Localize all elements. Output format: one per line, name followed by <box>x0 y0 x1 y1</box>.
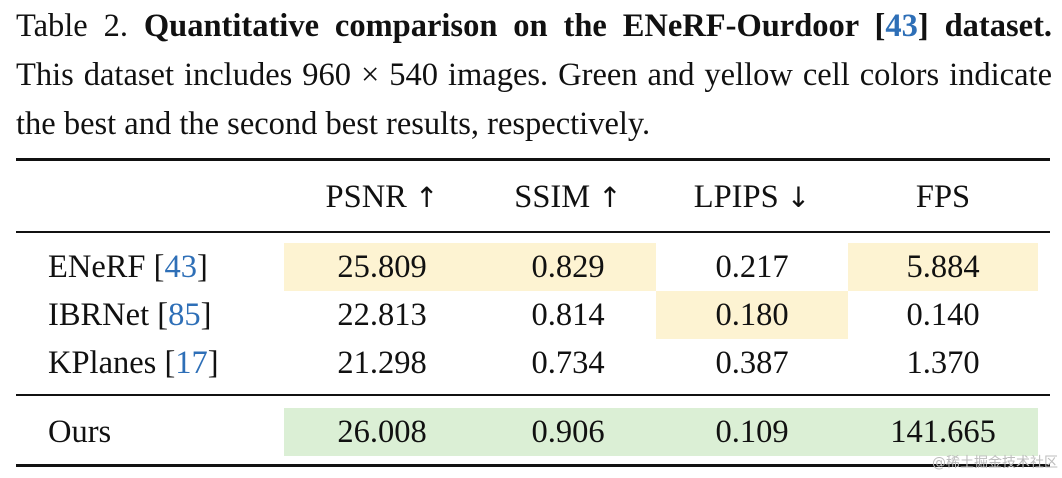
header-lpips: LPIPS ↓ <box>693 179 811 215</box>
caption-dataset-word: dataset. <box>944 8 1053 44</box>
fps-value: 141.665 <box>848 408 1038 456</box>
citation-link[interactable]: 43 <box>885 8 918 44</box>
method-name: Ours <box>48 414 112 450</box>
method-name: IBRNet [85] <box>48 297 212 333</box>
up-arrow-icon: ↑ <box>414 181 439 214</box>
up-arrow-icon: ↑ <box>598 181 622 214</box>
caption-title: Quantitative comparison on the ENeRF-Our… <box>144 8 1052 44</box>
psnr-value: 22.813 <box>337 297 427 333</box>
header-fps: FPS <box>915 179 971 215</box>
table-row: ENeRF [43] 25.809 0.829 0.217 5.884 <box>16 243 1050 291</box>
ssim-value: 0.814 <box>531 297 605 333</box>
down-arrow-icon: ↓ <box>786 181 811 214</box>
method-name: ENeRF [43] <box>48 249 208 285</box>
lpips-value: 0.109 <box>656 408 848 456</box>
table-row: KPlanes [17] 21.298 0.734 0.387 1.370 <box>16 339 1050 387</box>
table-bottom-rule <box>16 464 1050 467</box>
table-separator-rule <box>16 394 1050 396</box>
psnr-value: 21.298 <box>337 345 427 381</box>
watermark-text: @稀土掘金技术社区 <box>932 455 1058 471</box>
header-psnr: PSNR ↑ <box>325 179 439 215</box>
ssim-value: 0.734 <box>531 345 605 381</box>
table-top-rule <box>16 158 1050 161</box>
table-header-rule <box>16 231 1050 233</box>
method-name: KPlanes [17] <box>48 345 219 381</box>
fps-value: 5.884 <box>848 243 1038 291</box>
caption-label: Table 2. <box>16 8 144 44</box>
fps-value: 1.370 <box>906 345 980 381</box>
citation-link[interactable]: 17 <box>175 345 208 381</box>
table-header-row: PSNR ↑ SSIM ↑ LPIPS ↓ FPS <box>16 172 1050 222</box>
table-row: IBRNet [85] 22.813 0.814 0.180 0.140 <box>16 291 1050 339</box>
fps-value: 0.140 <box>906 297 980 333</box>
citation-link[interactable]: 43 <box>164 249 197 285</box>
table-row: Ours 26.008 0.906 0.109 141.665 <box>16 408 1050 456</box>
caption-title-text: Quantitative comparison on the ENeRF-Our… <box>143 8 886 44</box>
citation-link[interactable]: 85 <box>168 297 201 333</box>
ssim-value: 0.906 <box>480 408 656 456</box>
ssim-value: 0.829 <box>480 243 656 291</box>
lpips-value: 0.180 <box>656 291 848 339</box>
header-ssim: SSIM ↑ <box>514 179 622 215</box>
caption-title-close: ] <box>917 8 929 44</box>
caption-body: This dataset includes 960 × 540 images. … <box>16 57 1052 142</box>
lpips-value: 0.387 <box>715 345 789 381</box>
table-caption: Table 2. Quantitative comparison on the … <box>16 2 1052 149</box>
lpips-value: 0.217 <box>715 249 789 285</box>
psnr-value: 26.008 <box>284 408 480 456</box>
psnr-value: 25.809 <box>284 243 480 291</box>
